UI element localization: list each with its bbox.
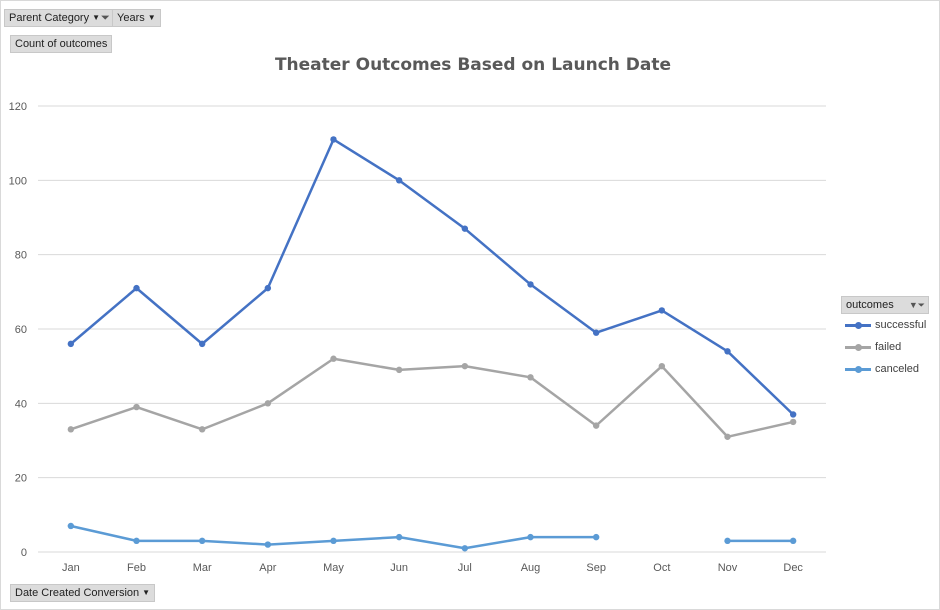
data-point-failed[interactable] bbox=[330, 355, 337, 362]
parent-category-field-button[interactable]: Parent Category ▼⏷ bbox=[4, 9, 115, 27]
x-tick-label: Sep bbox=[586, 562, 606, 574]
data-point-failed[interactable] bbox=[395, 366, 403, 374]
legend-marker-icon bbox=[855, 366, 862, 373]
data-point-successful[interactable] bbox=[330, 136, 337, 143]
data-point-successful[interactable] bbox=[724, 348, 731, 355]
x-tick-label: Apr bbox=[259, 562, 276, 574]
data-point-successful[interactable] bbox=[198, 340, 206, 348]
data-point-successful[interactable] bbox=[264, 284, 272, 292]
y-tick-label: 0 bbox=[21, 547, 27, 559]
data-point-canceled[interactable] bbox=[67, 522, 75, 530]
series-line-failed bbox=[69, 357, 795, 439]
legend-items: successful failed canceled bbox=[841, 314, 929, 380]
legend-marker-icon bbox=[855, 322, 862, 329]
series-lines bbox=[67, 136, 797, 552]
data-point-canceled[interactable] bbox=[461, 545, 469, 552]
dropdown-arrow-icon: ▼ bbox=[92, 13, 101, 22]
data-point-canceled[interactable] bbox=[724, 537, 731, 545]
x-tick-label: Jul bbox=[458, 562, 472, 574]
data-point-canceled[interactable] bbox=[264, 541, 272, 548]
values-field-button[interactable]: Count of outcomes bbox=[10, 35, 113, 53]
data-point-canceled[interactable] bbox=[527, 533, 534, 541]
years-field-button[interactable]: Years ▼ bbox=[112, 9, 161, 27]
series-successful bbox=[67, 136, 797, 418]
filter-icon: ⏷ bbox=[101, 12, 110, 24]
y-axis-ticks: 0 20 40 60 80 100 120 bbox=[9, 101, 27, 559]
parent-category-label: Parent Category bbox=[9, 12, 90, 24]
data-point-canceled[interactable] bbox=[789, 537, 797, 545]
data-point-failed[interactable] bbox=[724, 433, 731, 440]
x-tick-label: Oct bbox=[653, 562, 670, 574]
x-tick-label: May bbox=[323, 562, 344, 574]
data-point-canceled[interactable] bbox=[592, 533, 600, 541]
dropdown-arrow-icon: ▼ bbox=[142, 588, 151, 597]
values-field-label: Count of outcomes bbox=[15, 38, 108, 50]
dropdown-arrow-icon: ▼ bbox=[147, 13, 156, 22]
x-axis-ticks: Jan Feb Mar Apr May Jun Jul Aug Sep Oct Nov Dec bbox=[62, 562, 803, 574]
legend-label: successful bbox=[875, 319, 927, 331]
y-tick-label: 60 bbox=[15, 324, 27, 336]
data-point-successful[interactable] bbox=[133, 284, 140, 292]
x-tick-label: Dec bbox=[783, 562, 803, 574]
y-tick-label: 80 bbox=[15, 250, 27, 262]
y-tick-label: 40 bbox=[15, 398, 27, 410]
x-tick-label: Aug bbox=[521, 562, 541, 574]
legend-label: failed bbox=[875, 341, 902, 353]
legend-item-failed[interactable]: failed bbox=[841, 336, 929, 358]
data-point-canceled[interactable] bbox=[330, 537, 337, 545]
axis-field-label: Date Created Conversion bbox=[15, 587, 140, 599]
data-point-successful[interactable] bbox=[395, 177, 403, 184]
data-point-successful[interactable] bbox=[789, 411, 797, 418]
series-line-successful bbox=[69, 138, 795, 416]
gridlines bbox=[38, 105, 826, 553]
dropdown-filter-icon: ▼⏷ bbox=[908, 300, 925, 310]
y-tick-label: 120 bbox=[9, 101, 27, 113]
y-tick-label: 20 bbox=[15, 473, 27, 485]
y-tick-label: 100 bbox=[9, 175, 27, 187]
series-failed bbox=[67, 355, 797, 440]
x-tick-label: Jun bbox=[390, 562, 408, 574]
chart-title: Theater Outcomes Based on Launch Date bbox=[275, 55, 671, 75]
data-point-failed[interactable] bbox=[67, 426, 75, 433]
data-point-successful[interactable] bbox=[67, 340, 75, 348]
legend-item-canceled[interactable]: canceled bbox=[841, 358, 929, 380]
x-tick-label: Jan bbox=[62, 562, 80, 574]
data-point-canceled[interactable] bbox=[133, 537, 140, 545]
axis-field-button[interactable]: Date Created Conversion ▼ bbox=[10, 584, 156, 602]
data-point-failed[interactable] bbox=[789, 418, 797, 426]
data-point-failed[interactable] bbox=[198, 426, 206, 433]
data-point-failed[interactable] bbox=[658, 362, 666, 370]
data-point-successful[interactable] bbox=[658, 307, 666, 314]
x-tick-label: Mar bbox=[193, 562, 212, 574]
x-tick-label: Feb bbox=[127, 562, 146, 574]
series-canceled bbox=[67, 522, 797, 552]
legend-item-successful[interactable]: successful bbox=[841, 314, 929, 336]
series-line-canceled bbox=[69, 524, 598, 550]
data-point-failed[interactable] bbox=[527, 374, 534, 381]
data-point-successful[interactable] bbox=[527, 281, 534, 288]
data-point-canceled[interactable] bbox=[198, 537, 206, 545]
data-point-canceled[interactable] bbox=[395, 533, 403, 541]
x-tick-label: Nov bbox=[718, 562, 738, 574]
legend-label: canceled bbox=[875, 363, 920, 375]
data-point-failed[interactable] bbox=[133, 403, 140, 411]
legend-field-button[interactable]: outcomes ▼⏷ bbox=[841, 296, 929, 314]
legend-marker-icon bbox=[855, 344, 862, 351]
years-label: Years bbox=[117, 12, 145, 24]
data-point-failed[interactable] bbox=[461, 362, 469, 370]
legend-field-label: outcomes bbox=[846, 299, 894, 311]
legend: outcomes ▼⏷ successful failed canceled bbox=[841, 296, 929, 380]
data-point-failed[interactable] bbox=[592, 422, 600, 429]
data-point-successful[interactable] bbox=[461, 225, 469, 232]
data-point-successful[interactable] bbox=[592, 329, 600, 336]
data-point-failed[interactable] bbox=[264, 400, 272, 407]
